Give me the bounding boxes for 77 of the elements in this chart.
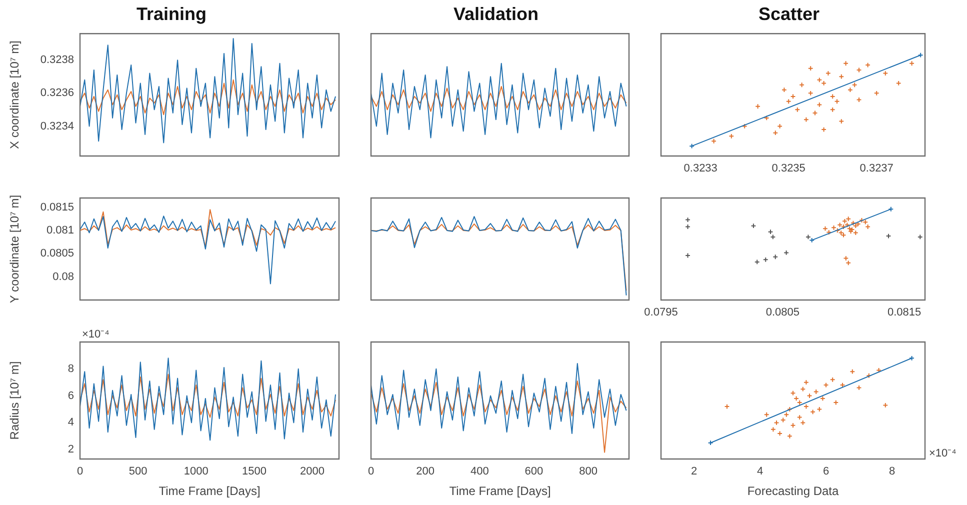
x-tick-label: 0.0815	[887, 306, 922, 319]
x-tick-label: 0.3233	[684, 162, 718, 175]
point	[685, 217, 690, 222]
y-tick-label: 0.08	[52, 270, 74, 283]
point	[882, 70, 888, 76]
point	[896, 80, 902, 86]
point	[882, 402, 888, 408]
x-tick-label: 4	[756, 466, 764, 478]
x-tick-label: 0.0805	[766, 306, 800, 319]
text: ×10⁻⁴	[929, 448, 957, 460]
x-tick-label: 0.3237	[860, 162, 894, 175]
y-tick-label: 0.3236	[40, 87, 74, 100]
x-axis-title: Time Frame [Days]	[158, 484, 260, 498]
point	[806, 234, 811, 240]
point	[770, 426, 776, 432]
chart-title: Training	[136, 4, 207, 24]
point	[799, 82, 804, 88]
point	[822, 226, 828, 232]
x-tick-label: 800	[579, 466, 598, 478]
point	[804, 404, 809, 410]
text: ×10⁻⁴	[82, 328, 110, 341]
x-tick-label: 8	[888, 466, 896, 478]
x-tick-label: 200	[416, 466, 434, 478]
y-tick-label: 0.081	[46, 224, 74, 236]
point	[917, 234, 923, 240]
x-tick-label: 0.3235	[772, 162, 806, 175]
point	[800, 386, 806, 392]
point	[850, 368, 856, 374]
y-tick-label: 8	[68, 362, 74, 375]
y-tick-label: 6	[68, 390, 74, 402]
point	[909, 60, 914, 66]
point	[843, 60, 848, 66]
y-axis-title: Radius [10⁷ m]	[8, 361, 22, 440]
x-tick-label: 6	[822, 466, 830, 478]
point	[685, 224, 690, 230]
y-axis-title: Y coordinate [10⁷ m]	[8, 194, 22, 304]
point	[816, 102, 822, 108]
point	[755, 104, 760, 110]
y-tick-label: 0.3238	[40, 54, 74, 66]
point	[852, 82, 858, 88]
point	[826, 70, 831, 76]
chart-title: Validation	[453, 4, 539, 24]
point	[804, 116, 809, 122]
point	[786, 98, 792, 104]
point	[838, 118, 844, 124]
point	[816, 77, 822, 83]
chart-title: Scatter	[758, 4, 820, 24]
x-axis-title: Time Frame [Days]	[449, 484, 551, 498]
x-axis-title: Forecasting Data	[747, 484, 840, 498]
point	[838, 74, 844, 80]
point	[777, 430, 782, 436]
point	[837, 222, 843, 228]
x-tick-label: 1500	[242, 466, 266, 478]
x-tick-label: 0.0795	[644, 306, 678, 319]
y-axis-title: X coordinate [10⁷ m]	[8, 40, 22, 150]
y-tick-label: 2	[68, 444, 74, 456]
point	[777, 124, 782, 129]
point	[772, 254, 778, 260]
point	[816, 406, 822, 412]
y-tick-label: 4	[68, 416, 74, 429]
x-tick-label: 0	[76, 466, 84, 478]
point	[711, 138, 716, 144]
x-tick-label: 400	[470, 466, 489, 478]
point	[813, 389, 819, 394]
point	[764, 412, 770, 418]
x-tick-label: 2000	[300, 466, 325, 478]
x-tick-label: 500	[128, 466, 148, 478]
x-tick-label: 0	[368, 466, 374, 478]
y-tick-label: 0.0805	[40, 248, 74, 260]
point	[846, 216, 852, 222]
x-tick-label: 1000	[184, 466, 208, 478]
point	[810, 409, 816, 415]
y-tick-label: 0.3234	[40, 120, 74, 132]
x-tick-label: 600	[524, 466, 544, 478]
point	[784, 412, 790, 418]
x-tick-label: 2	[690, 466, 698, 478]
y-tick-label: 0.0815	[40, 201, 74, 214]
